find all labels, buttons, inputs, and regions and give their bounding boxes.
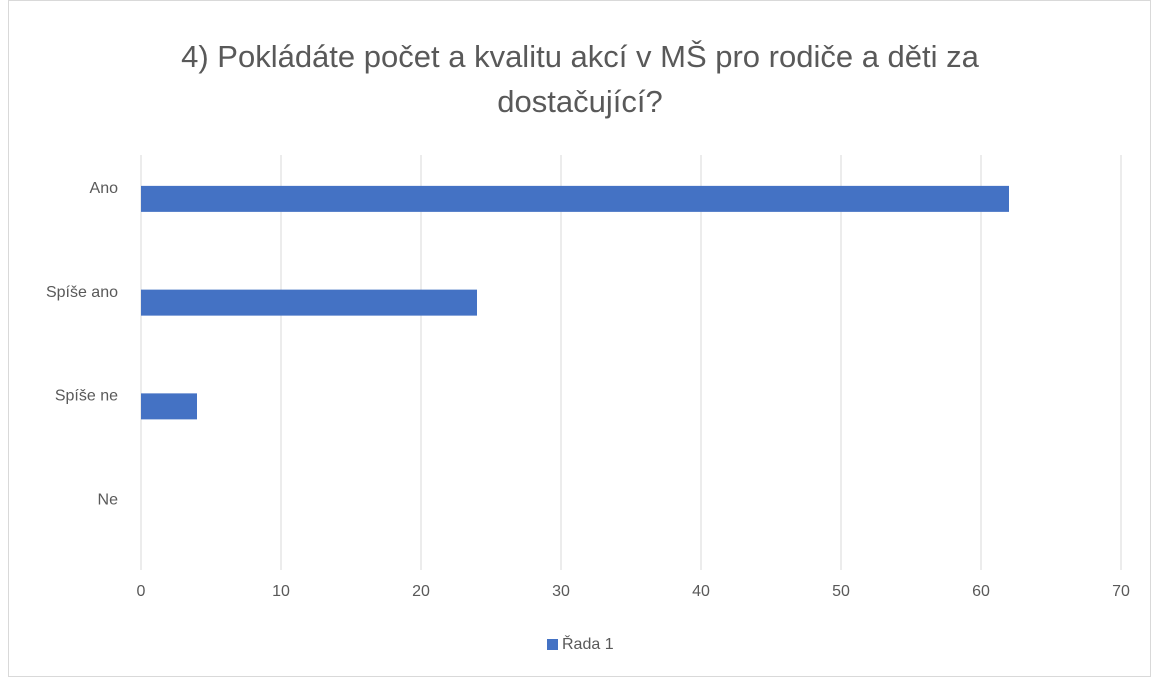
x-tick-label: 0 bbox=[137, 583, 146, 600]
legend-swatch bbox=[547, 639, 558, 650]
chart-title: 4) Pokládáte počet a kvalitu akcí v MŠ p… bbox=[181, 39, 979, 119]
y-tick-label: Spíše ne bbox=[55, 388, 118, 405]
x-tick-label: 60 bbox=[972, 583, 990, 600]
x-tick-label: 30 bbox=[552, 583, 570, 600]
bar bbox=[141, 185, 1009, 212]
y-tick-label: Spíše ano bbox=[46, 284, 118, 301]
bar bbox=[141, 289, 477, 316]
x-tick-label: 50 bbox=[832, 583, 850, 600]
legend-label: Řada 1 bbox=[562, 634, 614, 653]
y-tick-label: Ne bbox=[98, 491, 119, 508]
x-tick-label: 70 bbox=[1112, 583, 1130, 600]
x-tick-label: 40 bbox=[692, 583, 710, 600]
y-tick-label: Ano bbox=[90, 180, 119, 197]
x-tick-label: 20 bbox=[412, 583, 430, 600]
bar bbox=[141, 393, 197, 420]
x-tick-label: 10 bbox=[272, 583, 290, 600]
